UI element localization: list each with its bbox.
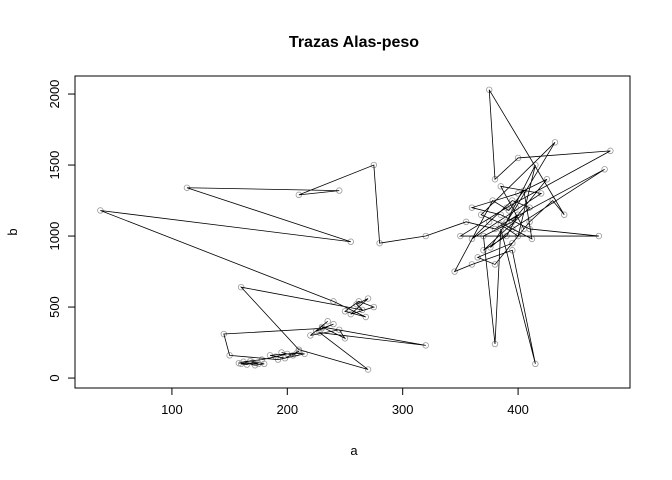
point (505, 207, 513, 214)
y-tick-label: 1000 (47, 222, 62, 251)
y-axis-label: b (5, 228, 20, 235)
x-tick-label: 400 (507, 402, 529, 417)
point (477, 211, 485, 218)
point (491, 261, 499, 268)
point (295, 346, 303, 353)
point (364, 295, 372, 302)
point (422, 232, 429, 240)
point (281, 354, 289, 362)
point (341, 308, 349, 315)
point (462, 218, 470, 226)
point (543, 176, 551, 183)
point (532, 360, 539, 368)
point (474, 254, 481, 261)
trace-line (100, 89, 611, 370)
y-tick-label: 500 (47, 296, 62, 318)
plot-box (74, 75, 631, 389)
x-axis-label: a (350, 443, 358, 458)
chart-title: Trazas Alas-peso (289, 34, 419, 51)
point (480, 247, 487, 254)
point (330, 320, 337, 328)
point (362, 313, 369, 321)
point (532, 161, 539, 169)
x-tick-label: 100 (161, 402, 183, 417)
point (509, 239, 516, 247)
point (468, 204, 476, 211)
x-tick-label: 200 (276, 402, 298, 417)
point (251, 362, 259, 369)
y-tick-label: 2000 (47, 80, 62, 109)
x-tick-label: 300 (392, 402, 414, 417)
point (364, 366, 372, 373)
y-tick-label: 0 (47, 374, 62, 381)
y-tick-label: 1500 (47, 151, 62, 180)
point (497, 211, 504, 218)
point (601, 166, 608, 173)
point (307, 332, 314, 339)
point (237, 283, 245, 291)
point (551, 139, 559, 146)
point (509, 197, 516, 204)
point (509, 247, 516, 254)
point (497, 183, 504, 190)
point (451, 268, 458, 275)
point (561, 211, 568, 218)
point (537, 190, 545, 197)
point (347, 310, 354, 318)
point (370, 303, 378, 311)
point (486, 218, 493, 226)
point (324, 318, 331, 325)
point (468, 261, 476, 268)
